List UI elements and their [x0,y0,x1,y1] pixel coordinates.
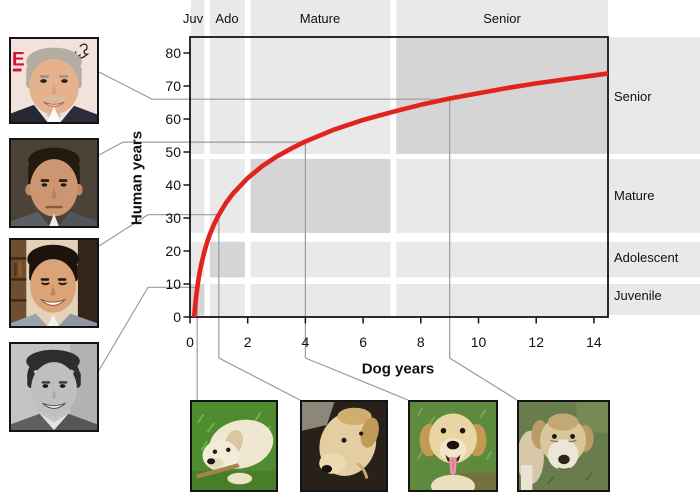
photo-dog-adult [408,400,498,492]
photo-human-juvenile-image [11,344,97,430]
top-stage-label-ado: Ado [215,11,239,26]
photo-human-senior-image: E [11,39,97,122]
y-tick-label: 50 [165,144,181,160]
stage-gap [190,232,700,242]
stage-gap [190,277,700,284]
y-tick-label: 70 [165,78,181,94]
x-tick-label: 14 [586,334,602,350]
right-stage-label-juvenile: Juvenile [614,288,662,303]
photo-dog-young [300,400,388,492]
x-tick-label: 8 [417,334,425,350]
top-stage-label-senior: Senior [483,11,521,26]
y-tick-label: 80 [165,45,181,61]
stage-intersection [209,241,245,278]
human-stage-band [190,241,700,278]
y-tick-label: 30 [165,210,181,226]
photo-dog-puppy-image [192,402,276,490]
stage-gap [190,153,700,159]
x-tick-label: 10 [471,334,487,350]
y-tick-label: 60 [165,111,181,127]
photo-dog-senior [517,400,610,492]
x-axis-title: Dog years [361,360,435,378]
stage-intersection [396,37,609,154]
photo-human-mature-image [11,140,97,226]
photo-dog-young-image [302,402,386,490]
x-tick-label: 0 [186,334,194,350]
photo-human-adolescent-image [11,240,97,326]
top-stage-label-juv: Juv [182,11,204,26]
right-stage-label-senior: Senior [614,89,652,104]
y-tick-label: 10 [165,276,181,292]
photo-human-juvenile [9,342,99,432]
photo-human-senior: E [9,37,99,124]
dog-to-human-age-curve [191,71,609,318]
top-stage-label-mature: Mature [299,11,341,26]
x-tick-label: 6 [359,334,367,350]
age-mapping-connector [97,286,198,400]
y-tick-label: 40 [165,177,181,193]
x-tick-label: 12 [528,334,544,350]
photo-dog-puppy [190,400,278,492]
right-stage-label-adolescent: Adolescent [614,250,679,265]
x-tick-label: 2 [244,334,252,350]
photo-human-mature [9,138,99,228]
photo-human-adolescent [9,238,99,328]
photo-dog-senior-image [519,402,608,490]
tv-logo-letter: E [12,50,25,71]
y-tick-label: 0 [173,309,181,325]
plot-frame [189,36,609,318]
stage-intersection [250,158,391,233]
y-axis-title: Human years [128,130,146,226]
human-stage-band [190,284,700,316]
photo-dog-adult-image [410,402,496,490]
x-tick-label: 4 [302,334,310,350]
y-tick-label: 20 [165,243,181,259]
right-stage-label-mature: Mature [614,188,655,203]
